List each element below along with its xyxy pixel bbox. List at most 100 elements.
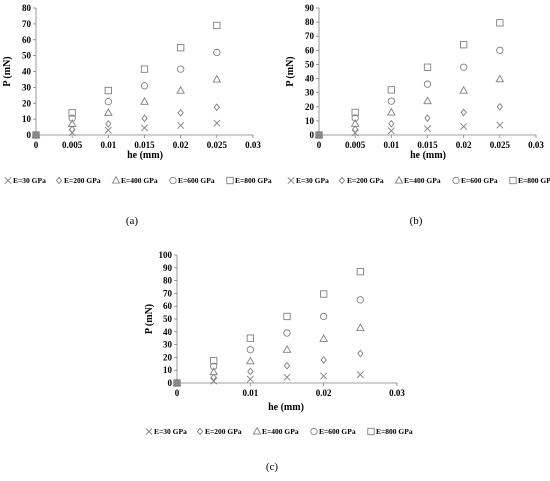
data-point-diamond [105, 119, 112, 128]
y-tick-label: 20 [22, 98, 32, 108]
series-square [173, 267, 364, 387]
y-tick-label: 90 [163, 263, 173, 273]
data-point-triangle [459, 85, 469, 94]
data-point-circle [423, 80, 432, 88]
y-tick-label: 0 [310, 130, 315, 140]
data-point-circle [68, 114, 76, 122]
chart-panel-2: 0 10 20 30 40 50 60 70 80 90 0 0.005 0.01 0.015 0.02 0.… [285, 3, 550, 227]
y-tick-label: 70 [22, 19, 32, 29]
data-point-square [423, 63, 432, 71]
y-tick-label: 90 [305, 3, 315, 13]
series-triangle [172, 323, 365, 387]
y-tick-label: 10 [163, 365, 173, 375]
x-axis-label: he (mm) [268, 402, 304, 413]
data-point-diamond [496, 102, 503, 111]
series-diamond [32, 103, 220, 139]
y-tick-label: 30 [305, 88, 315, 98]
y-tick-label: 0 [168, 378, 173, 388]
data-point-diamond [424, 114, 431, 122]
data-point-circle [351, 114, 359, 122]
legend-marker-x [145, 427, 153, 436]
legend: E=30 GPa E=200 GPa E=400 GPa E=600 GPa E=800… [4, 175, 272, 185]
data-point-triangle [319, 334, 329, 342]
data-point-diamond [213, 103, 220, 112]
data-point-diamond [247, 367, 254, 376]
y-tick-label: 80 [22, 3, 32, 13]
legend-marker-x [287, 176, 295, 185]
y-tick-label: 80 [163, 276, 173, 286]
data-point-diamond [357, 349, 364, 358]
data-point-triangle [495, 74, 505, 83]
x-tick-label: 0.015 [417, 140, 438, 150]
legend-marker-circle [310, 427, 318, 436]
legend-label: E=400 GPa [262, 427, 299, 436]
legend-marker-x [4, 176, 12, 185]
data-point-diamond [177, 108, 184, 117]
data-point-square [246, 334, 254, 342]
data-point-triangle [103, 108, 113, 116]
data-point-diamond [388, 119, 395, 128]
data-point-circle [246, 346, 254, 354]
legend-marker-square [509, 176, 517, 185]
data-point-triangle [282, 345, 292, 353]
y-tick-label: 30 [163, 340, 173, 350]
data-point-square [283, 312, 291, 321]
series-diamond [173, 349, 364, 387]
data-point-triangle [67, 119, 77, 127]
data-point-square [104, 86, 112, 95]
legend-label: E=30 GPa [13, 176, 46, 185]
x-tick-label: 0.01 [383, 140, 399, 150]
chart-panel-3: 0 10 20 30 40 50 60 70 80 90 100 0 0.01 0.02 0.03 he (m… [144, 250, 413, 473]
data-point-triangle [31, 130, 41, 139]
data-point-square [387, 86, 395, 94]
data-point-circle [177, 65, 185, 73]
y-tick-label: 10 [305, 116, 315, 126]
y-tick-label: 60 [305, 45, 315, 55]
y-tick-label: 50 [163, 314, 173, 324]
x-axis-label: he (mm) [127, 150, 163, 161]
legend-marker-square [226, 176, 234, 185]
legend-marker-triangle [252, 426, 262, 435]
y-axis-label: P (mN) [144, 304, 155, 334]
data-point-x [140, 124, 149, 132]
data-point-x [246, 375, 254, 383]
x-tick-label: 0.025 [207, 140, 228, 150]
x-tick-label: 0 [34, 140, 39, 150]
series-x [173, 371, 364, 387]
data-point-x [460, 123, 468, 131]
data-point-diamond [210, 373, 217, 382]
data-point-triangle [212, 74, 222, 83]
legend-label: E=30 GPa [154, 427, 187, 436]
x-axis-label: he (mm) [410, 150, 446, 161]
data-point-square [213, 21, 221, 30]
data-point-x [177, 121, 185, 129]
x-tick-label: 0.03 [245, 140, 261, 150]
panel-label: (a) [126, 215, 139, 227]
series-circle [315, 46, 504, 139]
data-point-circle [460, 63, 468, 71]
legend-marker-diamond [338, 176, 346, 185]
legend-label: E=600 GPa [461, 176, 498, 185]
data-point-x [104, 126, 112, 134]
x-tick-label: 0.005 [345, 140, 366, 150]
legend: E=30 GPa E=200 GPa E=400 GPa E=600 GPa E=800… [287, 175, 550, 185]
data-point-diamond [283, 361, 291, 370]
x-tick-label: 0.03 [389, 388, 405, 398]
legend-label: E=400 GPa [404, 176, 441, 185]
legend-label: E=800 GPa [518, 176, 550, 185]
data-point-x [423, 125, 432, 133]
data-point-triangle [245, 356, 255, 365]
legend-marker-circle [452, 176, 460, 185]
data-point-x [213, 119, 221, 127]
x-tick-label: 0.025 [490, 140, 511, 150]
panel-label: (c) [266, 461, 279, 473]
legend-label: E=200 GPa [347, 176, 384, 185]
data-point-square [140, 65, 149, 73]
series-square [315, 19, 504, 139]
data-point-square [32, 131, 40, 139]
y-tick-label: 70 [305, 31, 315, 41]
x-tick-label: 0.005 [62, 140, 83, 150]
legend-label: E=600 GPa [319, 427, 356, 436]
legend-marker-square [367, 427, 375, 436]
y-tick-label: 70 [163, 288, 173, 298]
